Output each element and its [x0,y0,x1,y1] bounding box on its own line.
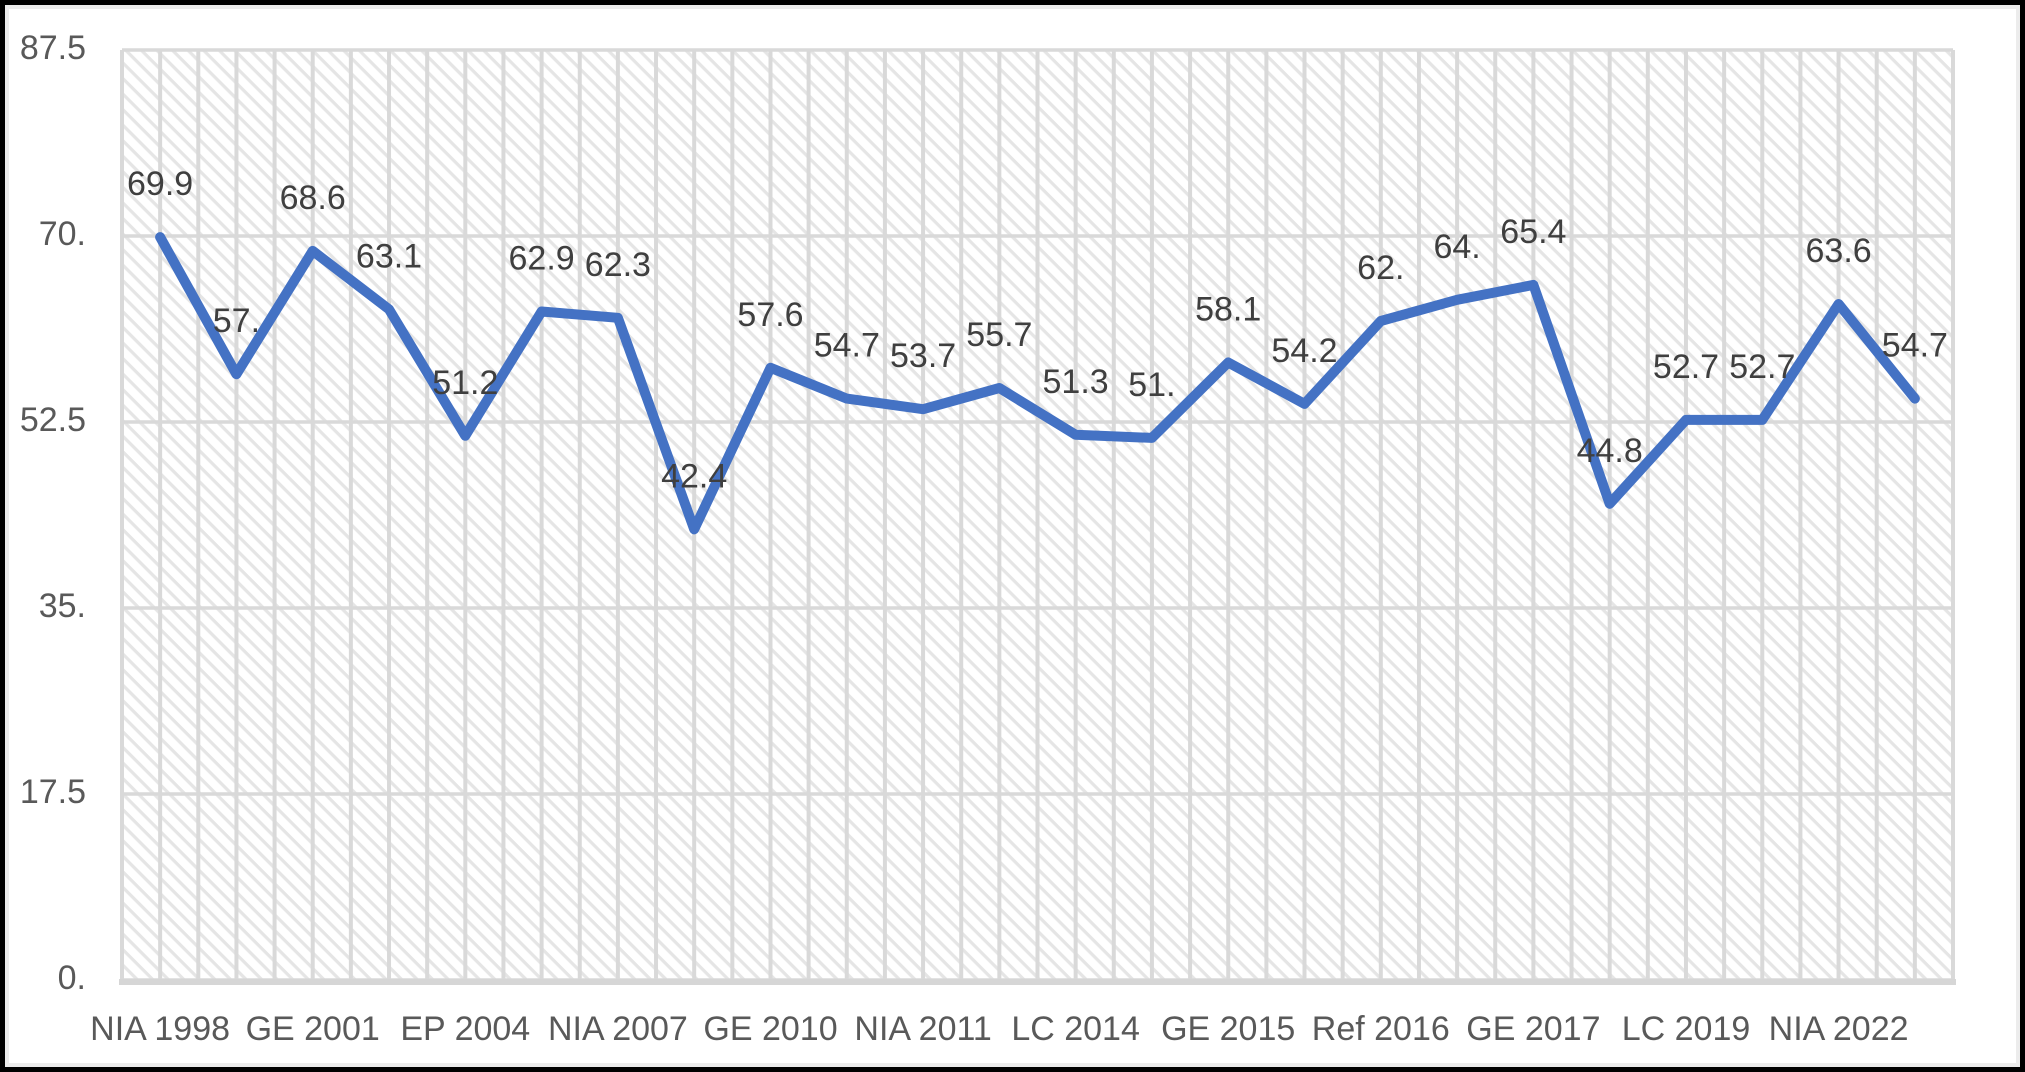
data-label: 52.7 [1729,348,1795,386]
x-tick-label: LC 2014 [1011,1010,1140,1048]
x-tick-label: NIA 2022 [1769,1010,1909,1048]
data-label: 64. [1433,228,1480,266]
data-label: 57. [213,302,260,340]
data-label: 69.9 [127,165,193,203]
y-tick-label: 35. [39,587,86,625]
x-tick-label: EP 2004 [400,1010,530,1048]
y-tick-label: 52.5 [20,401,86,439]
x-axis-tick-labels: NIA 1998 GE 2001 EP 2004 NIA 2007 GE 2010 NIA… [90,1010,1908,1048]
data-labels: 69.9 57. 68.6 63.1 51.2 62.9 62.3 42.4 57.6 54.7 5… [127,165,1948,495]
data-label: 57.6 [737,296,803,334]
y-tick-label: 70. [39,215,86,253]
data-line-series [155,232,1920,535]
data-label: 62.3 [585,246,651,284]
x-tick-label: GE 2015 [1161,1010,1295,1048]
data-label: 63.1 [356,237,422,275]
x-tick-label: NIA 2007 [548,1010,688,1048]
data-label: 54.7 [1882,327,1948,365]
y-tick-label: 17.5 [20,773,86,811]
data-label: 51. [1128,366,1175,404]
x-tick-label: GE 2017 [1466,1010,1600,1048]
x-tick-label: LC 2019 [1622,1010,1751,1048]
x-tick-label: Ref 2016 [1312,1010,1450,1048]
data-label: 55.7 [966,316,1032,354]
y-tick-label: 0. [58,959,86,997]
y-axis-tick-labels: 87.5 70. 52.5 35. 17.5 0. [20,29,86,997]
data-label: 62.9 [509,239,575,277]
data-label: 58.1 [1195,290,1261,328]
x-tick-label: GE 2001 [246,1010,380,1048]
data-label: 51.3 [1043,363,1109,401]
data-label: 42.4 [661,457,727,495]
x-tick-label: NIA 1998 [90,1010,230,1048]
y-tick-label: 87.5 [20,29,86,67]
data-label: 54.7 [814,327,880,365]
data-label: 51.2 [432,364,498,402]
data-label: 63.6 [1806,232,1872,270]
x-tick-label: GE 2010 [703,1010,837,1048]
data-label: 44.8 [1577,432,1643,470]
data-label: 52.7 [1653,348,1719,386]
data-label: 68.6 [280,179,346,217]
data-label: 53.7 [890,337,956,375]
vertical-gridlines [120,50,1955,980]
data-label: 54.2 [1271,332,1337,370]
data-label: 65.4 [1500,213,1566,251]
data-label: 62. [1357,249,1404,287]
x-tick-label: NIA 2011 [854,1010,991,1048]
